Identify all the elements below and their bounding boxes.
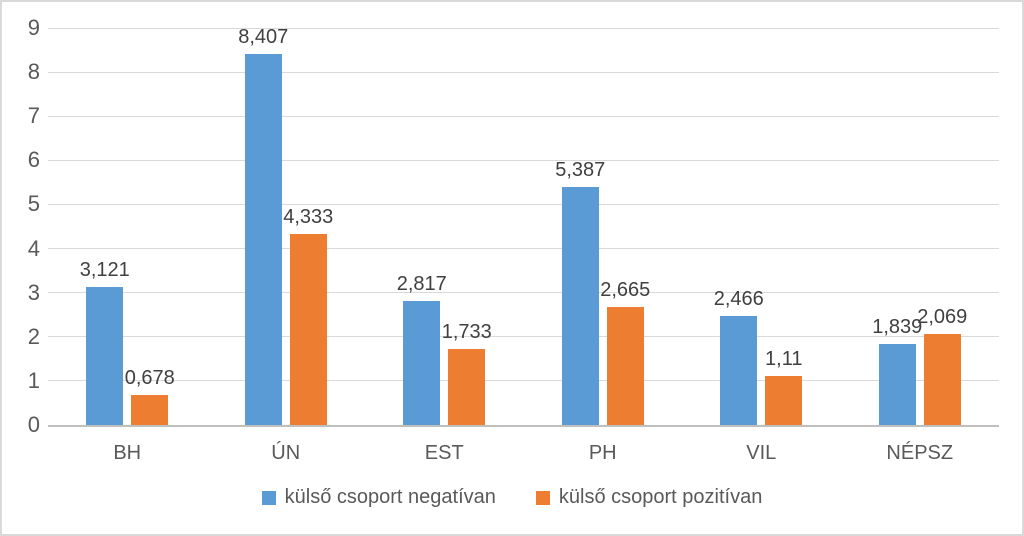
gridline-y8 xyxy=(48,71,999,73)
value-label-vil-series2: 1,11 xyxy=(765,348,803,371)
value-label-est-series2: 1,733 xyxy=(441,320,492,343)
gridline-y1 xyxy=(48,380,999,382)
legend-label-series2: külső csoport pozitívan xyxy=(558,486,763,508)
value-label-népsz-series1: 1,839 xyxy=(872,315,923,338)
gridline-y2 xyxy=(48,336,999,338)
value-label-ún-series2: 4,333 xyxy=(283,205,334,228)
x-category-népsz: NÉPSZ xyxy=(886,442,954,464)
bar-népsz-series1 xyxy=(878,343,916,425)
bar-ph-series1 xyxy=(561,187,599,425)
y-tick-6: 6 xyxy=(27,147,40,173)
plot-area: 3,121 0,678 8,407 4,333 2,817 1,733 5,387 2,665… xyxy=(48,26,999,427)
legend-swatch-icon xyxy=(261,490,276,505)
gridline-y7 xyxy=(48,115,999,117)
value-label-est-series1: 2,817 xyxy=(396,272,447,295)
bar-ún-series2 xyxy=(289,233,327,425)
legend-swatch-icon xyxy=(535,490,550,505)
gridline-y3 xyxy=(48,292,999,294)
y-tick-2: 2 xyxy=(27,323,40,349)
bar-est-series2 xyxy=(448,348,486,425)
legend: külső csoport negatívan külső csoport poz… xyxy=(2,486,1022,509)
legend-label-series1: külső csoport negatívan xyxy=(284,486,496,508)
value-label-ph-series2: 2,665 xyxy=(600,279,651,302)
bar-est-series1 xyxy=(403,300,441,425)
x-category-vil: VIL xyxy=(746,442,777,464)
gridline-y9 xyxy=(48,27,999,29)
gridline-y5 xyxy=(48,203,999,205)
gridline-y4 xyxy=(48,248,999,250)
value-label-bh-series1: 3,121 xyxy=(79,259,130,282)
y-tick-4: 4 xyxy=(27,235,40,261)
y-tick-0: 0 xyxy=(27,412,40,437)
y-tick-1: 1 xyxy=(27,367,40,393)
bar-ph-series2 xyxy=(606,307,644,425)
value-label-vil-series1: 2,466 xyxy=(713,288,764,311)
y-tick-7: 7 xyxy=(27,103,40,129)
x-category-ún: ÚN xyxy=(271,442,301,464)
bar-vil-series2 xyxy=(765,376,803,425)
bar-bh-series2 xyxy=(131,395,169,425)
bar-ún-series1 xyxy=(244,54,282,425)
y-tick-3: 3 xyxy=(27,279,40,305)
y-tick-8: 8 xyxy=(27,59,40,85)
value-label-ph-series1: 5,387 xyxy=(555,159,606,182)
x-category-est: EST xyxy=(424,442,464,464)
bar-bh-series1 xyxy=(86,287,124,425)
x-category-bh: BH xyxy=(113,442,142,464)
x-category-ph: PH xyxy=(588,442,617,464)
bar-népsz-series2 xyxy=(923,333,961,425)
value-label-bh-series2: 0,678 xyxy=(124,367,175,390)
value-label-népsz-series2: 2,069 xyxy=(917,305,968,328)
gridline-y6 xyxy=(48,159,999,161)
legend-item-series2: külső csoport pozitívan xyxy=(535,486,763,509)
y-tick-5: 5 xyxy=(27,191,40,217)
legend-item-series1: külső csoport negatívan xyxy=(261,486,496,509)
bar-vil-series1 xyxy=(720,316,758,425)
value-label-ún-series1: 8,407 xyxy=(238,26,289,49)
y-tick-9: 9 xyxy=(27,15,40,40)
